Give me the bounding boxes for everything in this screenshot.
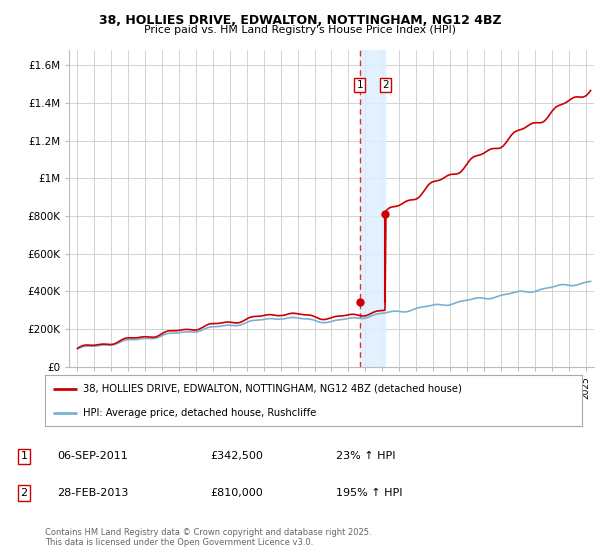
Text: £810,000: £810,000 [210,488,263,498]
Text: 195% ↑ HPI: 195% ↑ HPI [336,488,403,498]
Text: 2: 2 [382,80,388,90]
Text: Contains HM Land Registry data © Crown copyright and database right 2025.
This d: Contains HM Land Registry data © Crown c… [45,528,371,547]
Text: 1: 1 [356,80,363,90]
Text: 38, HOLLIES DRIVE, EDWALTON, NOTTINGHAM, NG12 4BZ (detached house): 38, HOLLIES DRIVE, EDWALTON, NOTTINGHAM,… [83,384,461,394]
Text: 23% ↑ HPI: 23% ↑ HPI [336,451,395,461]
Text: Price paid vs. HM Land Registry's House Price Index (HPI): Price paid vs. HM Land Registry's House … [144,25,456,35]
Bar [360,50,385,367]
Text: HPI: Average price, detached house, Rushcliffe: HPI: Average price, detached house, Rush… [83,408,316,418]
Text: 38, HOLLIES DRIVE, EDWALTON, NOTTINGHAM, NG12 4BZ: 38, HOLLIES DRIVE, EDWALTON, NOTTINGHAM,… [98,14,502,27]
Text: £342,500: £342,500 [210,451,263,461]
Text: 06-SEP-2011: 06-SEP-2011 [57,451,128,461]
Text: 1: 1 [20,451,28,461]
Text: 28-FEB-2013: 28-FEB-2013 [57,488,128,498]
Text: 2: 2 [20,488,28,498]
